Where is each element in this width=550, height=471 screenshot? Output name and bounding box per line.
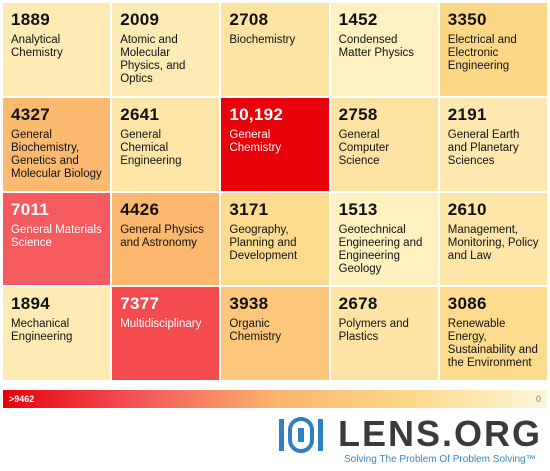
- cell-label: Condensed Matter Physics: [338, 34, 415, 59]
- cell-value: 4327: [11, 104, 51, 124]
- cell-label: Biochemistry: [229, 34, 296, 46]
- cell-value: 1894: [11, 294, 51, 314]
- heatmap-cell: 2708 Biochemistry: [221, 3, 329, 96]
- heatmap-cell: 3350 Electrical and Electronic Engineerin…: [439, 3, 547, 96]
- cell-value: 4426: [120, 199, 160, 219]
- heatmap-cell: 1889 Analytical Chemistry: [3, 3, 111, 96]
- heatmap-cell: 10,192 General Chemistry: [221, 97, 329, 191]
- cell-label: General Computer Science: [338, 128, 390, 167]
- heatmap-cell: 3171 Geography, Planning and Development: [221, 192, 329, 286]
- lens-logo-icon: [279, 417, 323, 453]
- heatmap-cell: 3938 Organic Chemistry: [221, 287, 329, 380]
- cell-value: 2009: [120, 10, 160, 29]
- cell-label: Geotechnical Engineering and Engineering…: [338, 223, 423, 275]
- cell-label: General Earth and Planetary Sciences: [447, 128, 520, 167]
- legend-max-label: 0: [535, 394, 541, 404]
- cell-label: Renewable Energy, Sustainability and the…: [447, 318, 538, 370]
- color-legend: >9462 0: [3, 390, 547, 408]
- logo-tagline: Solving The Problem Of Problem Solving™: [344, 454, 536, 465]
- cell-value: 3350: [447, 10, 487, 29]
- cell-value: 2191: [447, 104, 487, 124]
- cell-label: Atomic and Molecular Physics, and Optics: [120, 34, 186, 85]
- cell-label: Geography, Planning and Development: [229, 223, 298, 262]
- cell-value: 2610: [447, 199, 487, 219]
- heatmap-cell: 2758 General Computer Science: [330, 97, 438, 191]
- heatmap-cell: 2678 Polymers and Plastics: [330, 287, 438, 380]
- cell-value: 2758: [338, 104, 378, 124]
- lens-logo[interactable]: LENS.ORG Solving The Problem Of Problem …: [278, 414, 546, 470]
- heatmap-cell: 2610 Management, Monitoring, Policy and L…: [439, 192, 547, 286]
- heatmap-cell: 1894 Mechanical Engineering: [3, 287, 111, 380]
- cell-value: 10,192: [229, 104, 284, 124]
- cell-value: 2708: [229, 10, 269, 29]
- cell-value: 2678: [338, 294, 378, 314]
- cell-label: Electrical and Electronic Engineering: [447, 34, 517, 72]
- legend-min-label: >9462: [9, 394, 35, 404]
- heatmap-cell: 2641 General Chemical Engineering: [112, 97, 220, 191]
- cell-label: Analytical Chemistry: [11, 34, 63, 59]
- cell-value: 1452: [338, 10, 378, 29]
- cell-label: General Chemistry: [229, 128, 282, 154]
- cell-value: 7011: [11, 199, 50, 219]
- cell-value: 7377: [120, 294, 160, 314]
- heatmap-cell: 7377 Multidisciplinary: [112, 287, 220, 380]
- cell-value: 3938: [229, 294, 269, 314]
- heatmap-cell: 2009 Atomic and Molecular Physics, and Op…: [112, 3, 220, 96]
- cell-value: 1889: [11, 10, 51, 29]
- heatmap-grid: 1889 Analytical Chemistry 2009 Atomic and M…: [3, 3, 547, 380]
- cell-label: Organic Chemistry: [229, 318, 282, 344]
- cell-label: Multidisciplinary: [120, 318, 202, 331]
- cell-label: General Physics and Astronomy: [120, 223, 204, 249]
- cell-label: General Materials Science: [11, 223, 102, 249]
- cell-value: 1513: [338, 199, 378, 219]
- heatmap-cell: 2191 General Earth and Planetary Sciences: [439, 97, 547, 191]
- cell-label: Mechanical Engineering: [11, 318, 73, 344]
- cell-label: Management, Monitoring, Policy and Law: [447, 223, 539, 262]
- heatmap-cell: 4426 General Physics and Astronomy: [112, 192, 220, 286]
- cell-label: General Chemical Engineering: [120, 128, 182, 167]
- logo-wordmark: LENS.ORG: [338, 413, 543, 454]
- heatmap-cell: 1513 Geotechnical Engineering and Enginee…: [330, 192, 438, 286]
- heatmap-cell: 3086 Renewable Energy, Sustainability and…: [439, 287, 547, 380]
- cell-value: 2641: [120, 104, 160, 124]
- cell-label: General Biochemistry, Genetics and Molec…: [11, 128, 102, 180]
- cell-label: Polymers and Plastics: [338, 318, 409, 344]
- cell-value: 3086: [447, 294, 487, 314]
- heatmap-cell: 1452 Condensed Matter Physics: [330, 3, 438, 96]
- cell-value: 3171: [229, 199, 269, 219]
- heatmap-cell: 7011 General Materials Science: [3, 192, 111, 286]
- heatmap-cell: 4327 General Biochemistry, Genetics and M…: [3, 97, 111, 191]
